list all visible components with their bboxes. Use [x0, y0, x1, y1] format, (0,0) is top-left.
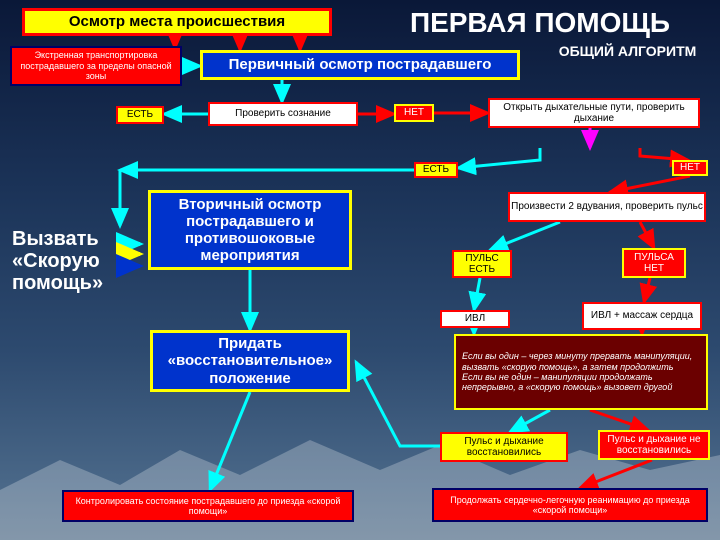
alone-text-box: Если вы один – через минуту прервать ман… — [454, 334, 708, 410]
net2-label: НЕТ — [680, 162, 700, 174]
breaths-label: Произвести 2 вдувания, проверить пульс — [511, 201, 703, 213]
primary-label: Первичный осмотр пострадавшего — [229, 56, 492, 73]
breaths-box: Произвести 2 вдувания, проверить пульс — [508, 192, 706, 222]
pulse-yes-label: ПУЛЬС ЕСТЬ — [454, 253, 510, 276]
net1-box: НЕТ — [394, 104, 434, 122]
continue-cpr-box: Продолжать сердечно-легочную реанимацию … — [432, 488, 708, 522]
ivl-label: ИВЛ — [465, 313, 485, 325]
check-conscious-label: Проверить сознание — [235, 108, 331, 120]
call-help-box: Вызвать «Скорую помощь» — [12, 226, 120, 296]
not-restored-label: Пульс и дыхание не восстановились — [600, 434, 708, 457]
main-title: ПЕРВАЯ ПОМОЩЬ — [370, 6, 710, 40]
transport-box: Экстренная транспортировка пострадавшего… — [10, 46, 182, 86]
monitor-label: Контролировать состояние пострадавшего д… — [64, 496, 352, 517]
pulse-no-label: ПУЛЬСА НЕТ — [624, 252, 684, 275]
est1-box: ЕСТЬ — [116, 106, 164, 124]
subtitle: ОБЩИЙ АЛГОРИТМ — [540, 42, 715, 60]
alone-text-label: Если вы один – через минуту прервать ман… — [462, 351, 700, 392]
scene-title-box: Осмотр места происшествия — [22, 8, 332, 36]
recovery-label: Придать «восстановительное» положение — [153, 335, 347, 387]
pulse-no-box: ПУЛЬСА НЕТ — [622, 248, 686, 278]
net1-label: НЕТ — [404, 107, 424, 119]
ivl-massage-box: ИВЛ + массаж сердца — [582, 302, 702, 330]
recovery-box: Придать «восстановительное» положение — [150, 330, 350, 392]
pulse-yes-box: ПУЛЬС ЕСТЬ — [452, 250, 512, 278]
check-conscious-box: Проверить сознание — [208, 102, 358, 126]
secondary-label: Вторичный осмотр пострадавшего и противо… — [151, 196, 349, 265]
ivl-massage-label: ИВЛ + массаж сердца — [591, 310, 693, 322]
scene-title: Осмотр места происшествия — [69, 13, 285, 30]
not-restored-box: Пульс и дыхание не восстановились — [598, 430, 710, 460]
est1-label: ЕСТЬ — [127, 109, 153, 121]
monitor-box: Контролировать состояние пострадавшего д… — [62, 490, 354, 522]
primary-box: Первичный осмотр пострадавшего — [200, 50, 520, 80]
restored-label: Пульс и дыхание восстановились — [442, 436, 566, 459]
airway-label: Открыть дыхательные пути, проверить дыха… — [490, 102, 698, 125]
restored-box: Пульс и дыхание восстановились — [440, 432, 568, 462]
continue-cpr-label: Продолжать сердечно-легочную реанимацию … — [434, 495, 706, 516]
secondary-box: Вторичный осмотр пострадавшего и противо… — [148, 190, 352, 270]
est2-box: ЕСТЬ — [414, 162, 458, 178]
ivl-box: ИВЛ — [440, 310, 510, 328]
net2-box: НЕТ — [672, 160, 708, 176]
airway-box: Открыть дыхательные пути, проверить дыха… — [488, 98, 700, 128]
est2-label: ЕСТЬ — [423, 164, 449, 176]
transport-label: Экстренная транспортировка пострадавшего… — [12, 50, 180, 81]
call-help-label: Вызвать «Скорую помощь» — [12, 228, 120, 294]
